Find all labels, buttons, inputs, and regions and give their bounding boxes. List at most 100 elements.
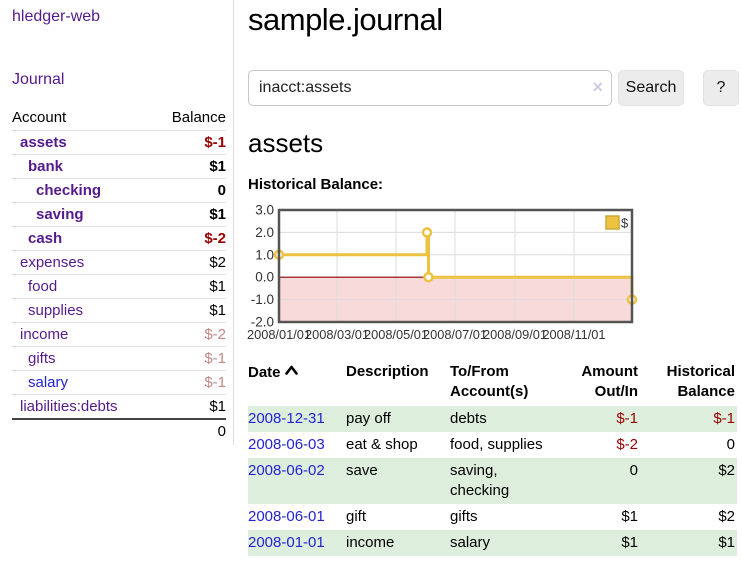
account-link-income[interactable]: income bbox=[20, 326, 69, 343]
plot-border bbox=[277, 208, 634, 324]
register-row: 2008-01-01 income salary $1 $1 bbox=[248, 530, 737, 556]
svg-text:2008/03/01: 2008/03/01 bbox=[305, 327, 369, 342]
register-row: 2008-06-01 gift gifts $1 $2 bbox=[248, 504, 737, 530]
transaction-amount: $-2 bbox=[616, 436, 638, 453]
y-axis-labels: 3.0 2.0 1.0 0.0 -1.0 -2.0 bbox=[251, 204, 274, 330]
account-row-food: food $1 bbox=[12, 274, 226, 299]
account-link-salary[interactable]: salary bbox=[28, 374, 69, 391]
account-link-cash[interactable]: cash bbox=[28, 230, 63, 247]
register-header-description: Description bbox=[346, 363, 429, 380]
transaction-amount: 0 bbox=[562, 458, 640, 504]
account-balance: $1 bbox=[153, 202, 226, 227]
account-row-liabilities-debts: liabilities:debts $1 bbox=[12, 394, 226, 419]
register-table: Date Description To/From Account(s) Amou… bbox=[248, 360, 737, 556]
accounts-total-row: 0 bbox=[12, 418, 226, 443]
account-balance: $-1 bbox=[153, 370, 226, 395]
clear-search-icon[interactable]: × bbox=[592, 77, 603, 97]
page-title: sample.journal bbox=[248, 2, 443, 37]
transaction-accounts: salary bbox=[450, 530, 562, 556]
account-balance: $1 bbox=[153, 394, 226, 419]
account-balance: $1 bbox=[153, 298, 226, 323]
accounts-header-balance: Balance bbox=[171, 109, 226, 126]
register-header-date[interactable]: Date bbox=[248, 360, 346, 406]
account-header-line1: To/From bbox=[450, 363, 509, 380]
svg-text:2008/07/01: 2008/07/01 bbox=[423, 327, 487, 342]
transaction-balance: $1 bbox=[640, 530, 737, 556]
sidebar-item-journal[interactable]: Journal bbox=[12, 71, 65, 88]
transaction-description: gift bbox=[346, 508, 367, 525]
svg-text:2008/05/01: 2008/05/01 bbox=[364, 327, 428, 342]
account-balance: $-2 bbox=[153, 226, 226, 251]
account-page-title: assets bbox=[248, 128, 324, 158]
svg-text:1.0: 1.0 bbox=[255, 247, 274, 262]
help-button[interactable]: ? bbox=[703, 70, 739, 106]
transaction-balance: $-1 bbox=[640, 406, 737, 432]
transaction-accounts: gifts bbox=[450, 508, 478, 525]
search-field-wrapper: × bbox=[248, 70, 612, 106]
accounts-header-row: Account Balance bbox=[12, 106, 226, 131]
legend-label: $ bbox=[621, 216, 629, 231]
transaction-amount: $1 bbox=[621, 508, 638, 525]
amount-header-line2: Out/In bbox=[594, 383, 638, 400]
svg-text:2008/09/01: 2008/09/01 bbox=[483, 327, 547, 342]
account-row-saving: saving $1 bbox=[12, 202, 226, 227]
account-row-checking: checking 0 bbox=[12, 178, 226, 203]
account-link-bank[interactable]: bank bbox=[28, 158, 64, 175]
search-button[interactable]: Search bbox=[618, 70, 684, 106]
register-header-row: Date Description To/From Account(s) Amou… bbox=[248, 360, 737, 406]
x-axis-labels: 2008/01/01 2008/03/01 2008/05/01 2008/07… bbox=[247, 327, 606, 342]
transaction-balance: $2 bbox=[718, 508, 735, 525]
transaction-date-link[interactable]: 2008-12-31 bbox=[248, 410, 325, 427]
account-row-supplies: supplies $1 bbox=[12, 298, 226, 323]
register-header-balance: Historical Balance bbox=[640, 360, 737, 406]
account-header-line2: Account(s) bbox=[450, 383, 529, 400]
account-row-gifts: gifts $-1 bbox=[12, 346, 226, 371]
account-link-assets[interactable]: assets bbox=[20, 134, 67, 151]
register-row: 2008-12-31 pay off debts $-1 $-1 bbox=[248, 406, 737, 432]
transaction-date-link[interactable]: 2008-06-02 bbox=[248, 462, 325, 479]
transaction-accounts: food, supplies bbox=[450, 436, 543, 453]
historical-balance-chart: $ 3.0 2.0 1.0 0.0 -1.0 -2.0 2008/01/01 2… bbox=[247, 204, 638, 342]
accounts-header-account: Account bbox=[12, 109, 67, 126]
transaction-description: income bbox=[346, 530, 450, 556]
account-link-expenses[interactable]: expenses bbox=[20, 254, 85, 271]
account-row-expenses: expenses $2 bbox=[12, 250, 226, 275]
register-row: 2008-06-03 eat & shop food, supplies $-2… bbox=[248, 432, 737, 458]
account-link-saving[interactable]: saving bbox=[36, 206, 84, 223]
transaction-accounts: saving, checking bbox=[450, 458, 562, 504]
register-row: 2008-06-02 save saving, checking 0 $2 bbox=[248, 458, 737, 504]
sort-ascending-icon[interactable] bbox=[284, 362, 298, 382]
transaction-date-link[interactable]: 2008-06-03 bbox=[248, 436, 325, 453]
svg-text:-2.0: -2.0 bbox=[251, 315, 274, 330]
account-row-salary: salary $-1 bbox=[12, 370, 226, 395]
transaction-description: save bbox=[346, 458, 450, 504]
balance-header-line2: Balance bbox=[677, 383, 735, 400]
account-row-income: income $-2 bbox=[12, 322, 226, 347]
account-balance: 0 bbox=[153, 178, 226, 203]
account-balance: $1 bbox=[153, 154, 226, 179]
account-balance: $1 bbox=[153, 274, 226, 299]
transaction-date-link[interactable]: 2008-01-01 bbox=[248, 534, 325, 551]
account-link-gifts[interactable]: gifts bbox=[28, 350, 56, 367]
app-brand-link[interactable]: hledger-web bbox=[12, 8, 101, 25]
svg-text:2008/11/01: 2008/11/01 bbox=[542, 327, 605, 342]
account-link-supplies[interactable]: supplies bbox=[28, 302, 84, 319]
transaction-balance: 0 bbox=[726, 436, 735, 453]
account-link-liabilities-debts[interactable]: liabilities:debts bbox=[20, 398, 118, 415]
transaction-balance: $2 bbox=[640, 458, 737, 504]
account-row-bank: bank $1 bbox=[12, 154, 226, 179]
search-input[interactable] bbox=[248, 70, 612, 106]
svg-text:2008/01/01: 2008/01/01 bbox=[247, 327, 311, 342]
transaction-accounts: debts bbox=[450, 406, 562, 432]
sidebar-divider bbox=[233, 0, 234, 445]
transaction-date-link[interactable]: 2008-06-01 bbox=[248, 508, 325, 525]
transaction-description: pay off bbox=[346, 406, 450, 432]
account-link-checking[interactable]: checking bbox=[36, 182, 102, 199]
account-link-food[interactable]: food bbox=[28, 278, 58, 295]
amount-header-line1: Amount bbox=[581, 363, 638, 380]
balance-header-line1: Historical bbox=[666, 363, 735, 380]
transaction-amount: $1 bbox=[562, 530, 640, 556]
transaction-amount: $-1 bbox=[562, 406, 640, 432]
account-row-assets: assets $-1 bbox=[12, 130, 226, 155]
date-header-label: Date bbox=[248, 364, 281, 381]
